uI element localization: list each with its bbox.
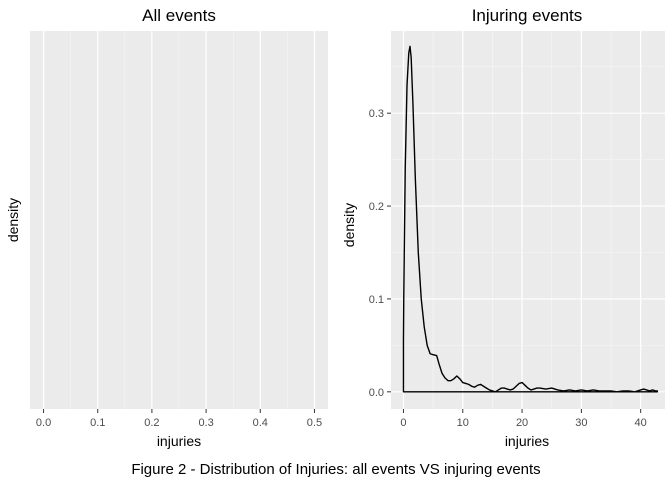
panel-title: Injuring events xyxy=(472,6,583,25)
x-axis-label: injuries xyxy=(157,433,201,449)
x-tick-label: 0.3 xyxy=(198,417,213,429)
panel-all-events: 0.0 0.1 0.2 0.3 0.4 0.5 All events injuries d… xyxy=(5,6,328,449)
gridlines xyxy=(42,31,316,409)
x-tick-label: 20 xyxy=(516,417,528,429)
x-tick-label: 0.1 xyxy=(90,417,105,429)
x-tick-label: 0.4 xyxy=(253,417,268,429)
x-tick-label: 10 xyxy=(457,417,469,429)
y-tick-label: 0.0 xyxy=(369,387,384,399)
y-axis-ticks: 0.0 0.1 0.2 0.3 xyxy=(369,108,391,399)
x-tick-label: 30 xyxy=(575,417,587,429)
figure-caption: Figure 2 - Distribution of Injuries: all… xyxy=(131,461,540,478)
x-axis-ticks: 0 10 20 30 40 xyxy=(400,409,647,429)
x-axis-label: injuries xyxy=(505,433,549,449)
y-tick-label: 0.2 xyxy=(369,201,384,213)
density-curve xyxy=(402,45,658,393)
y-axis-label: density xyxy=(5,198,21,242)
x-tick-label: 0 xyxy=(400,417,406,429)
panel-injuring-events: 0 10 20 30 40 0.0 0.1 0.2 0.3 Injuring events i… xyxy=(341,6,665,449)
x-tick-label: 0.5 xyxy=(307,417,322,429)
x-tick-label: 0.2 xyxy=(144,417,159,429)
y-tick-label: 0.3 xyxy=(369,108,384,120)
plot-background xyxy=(391,31,665,409)
y-axis-label: density xyxy=(341,203,357,247)
x-tick-label: 40 xyxy=(635,417,647,429)
x-axis-ticks: 0.0 0.1 0.2 0.3 0.4 0.5 xyxy=(36,409,322,429)
panel-title: All events xyxy=(142,6,216,25)
density-curve-layer xyxy=(402,45,658,393)
y-tick-label: 0.1 xyxy=(369,294,384,306)
x-tick-label: 0.0 xyxy=(36,417,51,429)
